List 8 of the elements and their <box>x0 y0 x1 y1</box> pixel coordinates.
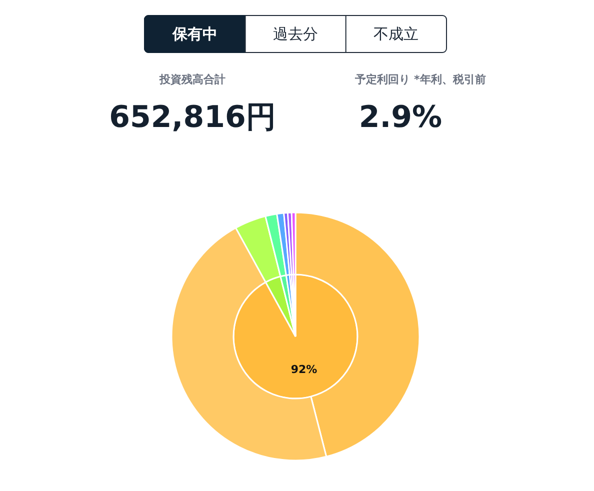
text: 過去分 <box>273 25 318 43</box>
text: 652,816円 <box>109 100 276 135</box>
text: 予定利回り *年利、税引前 <box>354 73 486 86</box>
text: 2.9% <box>358 100 442 135</box>
text: 不成立 <box>374 25 419 43</box>
data-label: 92% <box>290 363 318 376</box>
text: 投資残高合計 <box>158 73 226 86</box>
text: 保有中 <box>171 25 218 43</box>
